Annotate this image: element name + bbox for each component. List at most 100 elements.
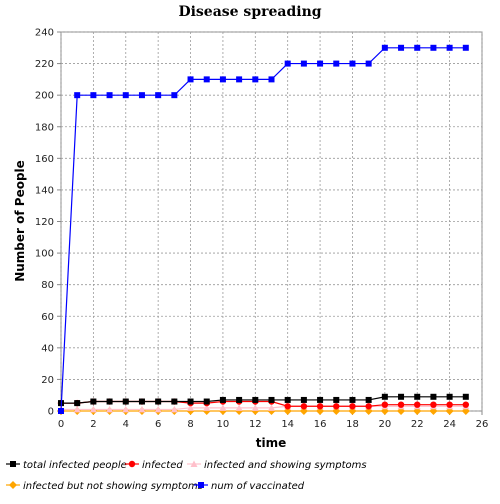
data-point bbox=[251, 404, 259, 411]
legend-item: infected and showing symptoms bbox=[187, 460, 367, 471]
data-point bbox=[446, 44, 453, 51]
data-point bbox=[236, 396, 243, 403]
data-point bbox=[397, 401, 405, 408]
legend-label: total infected people bbox=[23, 460, 127, 471]
series-num-of-vaccinated bbox=[58, 44, 469, 414]
x-tick-label: 8 bbox=[187, 419, 193, 430]
data-point bbox=[333, 396, 340, 403]
data-point bbox=[430, 401, 437, 408]
y-tick-label: 180 bbox=[35, 122, 54, 133]
legend-item: num of vaccinated bbox=[194, 481, 305, 492]
data-point bbox=[333, 403, 340, 410]
data-point bbox=[73, 405, 81, 413]
legend-marker bbox=[190, 460, 198, 467]
data-point bbox=[414, 393, 421, 400]
data-point bbox=[462, 393, 469, 400]
x-tick-label: 18 bbox=[346, 419, 359, 430]
y-tick-label: 160 bbox=[35, 154, 54, 165]
legend-marker bbox=[128, 460, 136, 468]
data-point bbox=[381, 44, 388, 51]
legend-label: infected and showing symptoms bbox=[204, 460, 367, 471]
x-tick-label: 2 bbox=[90, 419, 96, 430]
data-point bbox=[268, 396, 275, 403]
data-point bbox=[89, 405, 97, 413]
data-point bbox=[236, 76, 243, 83]
data-point bbox=[138, 92, 145, 99]
x-tick-label: 6 bbox=[155, 419, 161, 430]
data-point bbox=[317, 396, 324, 403]
y-tick-label: 220 bbox=[35, 59, 54, 70]
y-tick-label: 80 bbox=[41, 280, 54, 291]
data-point bbox=[203, 398, 210, 405]
data-point bbox=[300, 60, 307, 67]
data-point bbox=[171, 398, 178, 405]
data-point bbox=[317, 60, 324, 67]
series-layer bbox=[57, 44, 470, 415]
series-total-infected-people bbox=[58, 393, 469, 407]
data-point bbox=[58, 408, 64, 414]
x-tick-label: 14 bbox=[281, 419, 294, 430]
data-point bbox=[446, 401, 453, 408]
data-point bbox=[106, 398, 113, 405]
data-point bbox=[219, 404, 227, 411]
data-point bbox=[284, 396, 291, 403]
data-point bbox=[74, 400, 81, 407]
data-point bbox=[106, 405, 114, 413]
x-tick-label: 0 bbox=[58, 419, 64, 430]
data-point bbox=[203, 76, 210, 83]
data-point bbox=[430, 44, 437, 51]
data-point bbox=[235, 404, 243, 411]
data-point bbox=[333, 60, 340, 67]
data-point bbox=[349, 60, 356, 67]
data-point bbox=[187, 76, 194, 83]
y-axis-label: Number of People bbox=[13, 160, 27, 282]
data-point bbox=[219, 396, 226, 403]
data-point bbox=[300, 396, 307, 403]
data-point bbox=[155, 92, 162, 99]
y-tick-label: 20 bbox=[41, 375, 54, 386]
data-point bbox=[462, 401, 470, 408]
x-tick-label: 16 bbox=[314, 419, 327, 430]
legend-label: infected but not showing symptoms bbox=[23, 481, 203, 492]
data-point bbox=[446, 393, 453, 400]
y-tick-label: 120 bbox=[35, 217, 54, 228]
data-point bbox=[138, 398, 145, 405]
chart-title: Disease spreading bbox=[178, 4, 321, 20]
x-tick-label: 22 bbox=[411, 419, 424, 430]
y-tick-label: 100 bbox=[35, 249, 54, 260]
legend-marker bbox=[9, 481, 17, 489]
y-tick-label: 0 bbox=[48, 407, 54, 418]
data-point bbox=[170, 405, 178, 413]
legend-item: infected but not showing symptoms bbox=[6, 481, 203, 492]
data-point bbox=[268, 76, 275, 83]
legend-marker bbox=[10, 461, 16, 467]
x-tick-label: 4 bbox=[123, 419, 129, 430]
y-tick-label: 240 bbox=[35, 28, 54, 39]
data-point bbox=[414, 44, 421, 51]
data-point bbox=[203, 404, 211, 411]
data-point bbox=[381, 401, 389, 408]
data-point bbox=[349, 396, 356, 403]
data-point bbox=[219, 76, 226, 83]
data-point bbox=[187, 404, 195, 411]
data-point bbox=[171, 92, 178, 99]
legend-item: total infected people bbox=[6, 460, 127, 471]
data-point bbox=[252, 396, 259, 403]
data-point bbox=[284, 60, 291, 67]
data-point bbox=[430, 393, 437, 400]
y-axis-ticks: 0 20 40 60 80 100 120 140 160 180 200 220 240 bbox=[35, 28, 61, 418]
x-tick-label: 24 bbox=[443, 419, 456, 430]
grid-lines bbox=[60, 31, 483, 412]
data-point bbox=[154, 405, 162, 413]
data-point bbox=[187, 398, 194, 405]
y-tick-label: 200 bbox=[35, 91, 54, 102]
data-point bbox=[398, 44, 405, 51]
data-point bbox=[90, 398, 97, 405]
data-point bbox=[365, 60, 372, 67]
legend-marker bbox=[198, 482, 204, 488]
y-tick-label: 40 bbox=[41, 343, 54, 354]
x-tick-label: 26 bbox=[476, 419, 489, 430]
data-point bbox=[90, 92, 97, 99]
data-point bbox=[462, 44, 469, 51]
